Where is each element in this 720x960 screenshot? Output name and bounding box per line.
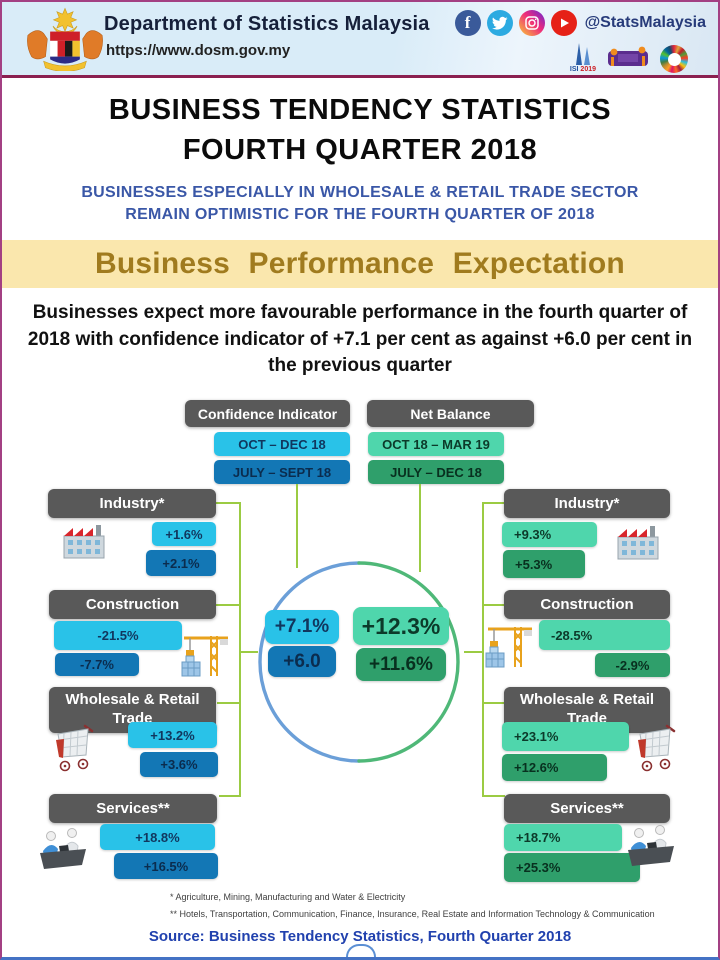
facebook-icon[interactable]: f: [454, 10, 481, 36]
isi-year: 2019: [580, 66, 596, 73]
diagram: Confidence Indicator Net Balance OCT – D…: [2, 392, 718, 888]
page-subtitle: BUSINESSES ESPECIALLY IN WHOLESALE & RET…: [2, 182, 718, 225]
cart-icon: [56, 724, 94, 772]
bar-ci-construction-current: -21.5%: [54, 621, 182, 650]
connector-line: [296, 484, 298, 568]
footnote-industry: * Agriculture, Mining, Manufacturing and…: [170, 892, 406, 902]
bar-nb-wholesale-previous: +12.6%: [502, 754, 607, 781]
connector-line: [215, 604, 240, 606]
census-logo: [608, 46, 648, 66]
connector-line: [482, 502, 505, 504]
partner-logos: ISI 2019: [570, 42, 688, 73]
title-line-2: FOURTH QUARTER 2018: [182, 134, 538, 167]
cart-icon: [638, 724, 676, 772]
center-circle: [258, 561, 460, 763]
right-construction-header: Construction: [504, 590, 670, 619]
bar-ci-construction-previous: -7.7%: [55, 653, 139, 676]
connector-line: [239, 502, 241, 797]
org-name: Department of Statistics Malaysia: [104, 13, 430, 35]
overall-nb-current: +12.3%: [353, 607, 449, 645]
connector-line: [482, 502, 484, 797]
overall-ci-previous: +6.0: [268, 646, 336, 677]
org-url-link[interactable]: https://www.dosm.gov.my: [106, 42, 291, 59]
bar-ci-industry-previous: +2.1%: [146, 550, 216, 576]
legend-ci-previous-period: JULY – SEPT 18: [214, 460, 350, 484]
right-industry-header: Industry*: [504, 489, 670, 518]
overall-ci-current: +7.1%: [265, 610, 339, 644]
lead-paragraph: Businesses expect more favourable perfor…: [27, 302, 693, 377]
isi-text: ISI: [569, 66, 579, 73]
bottom-arc-decoration: [346, 944, 376, 957]
twitter-icon[interactable]: [486, 10, 513, 36]
bar-ci-services-current: +18.8%: [100, 824, 215, 850]
legend-ci-current-period: OCT – DEC 18: [214, 432, 350, 456]
malaysia-crest-icon: [27, 7, 103, 71]
footnote-services: ** Hotels, Transportation, Communication…: [170, 909, 655, 920]
page-header: Department of Statistics Malaysia https:…: [2, 2, 718, 78]
section-banner: Business Performance Expectation: [2, 240, 718, 288]
connector-line: [419, 484, 421, 572]
social-handle[interactable]: @StatsMalaysia: [584, 14, 706, 31]
source-line: Source: Business Tendency Statistics, Fo…: [148, 928, 572, 945]
subtitle-line-1: BUSINESSES ESPECIALLY IN WHOLESALE & RET…: [81, 184, 639, 201]
bar-ci-wholesale-current: +13.2%: [128, 722, 217, 748]
isi-2019-logo: ISI 2019: [570, 42, 596, 73]
social-bar: f @StatsMalaysia: [454, 10, 706, 36]
connector-line: [219, 795, 240, 797]
bar-ci-industry-current: +1.6%: [152, 522, 216, 546]
connector-line: [217, 702, 240, 704]
connector-line: [482, 702, 505, 704]
bar-nb-construction-previous: -2.9%: [595, 653, 670, 677]
left-services-header: Services**: [49, 794, 217, 823]
connector-line: [464, 651, 482, 653]
connector-line: [482, 795, 505, 797]
youtube-icon[interactable]: [550, 10, 577, 36]
connector-line: [482, 604, 505, 606]
title-line-1: BUSINESS TENDENCY STATISTICS: [108, 94, 612, 126]
instagram-icon[interactable]: [518, 10, 545, 36]
legend-net-balance: Net Balance: [367, 400, 534, 427]
factory-icon: [617, 526, 659, 560]
bar-ci-services-previous: +16.5%: [114, 853, 218, 879]
workers-icon: [40, 828, 86, 869]
connector-line: [215, 502, 240, 504]
sdg-wheel-logo: [660, 45, 688, 73]
footnotes: * Agriculture, Mining, Manufacturing and…: [170, 889, 655, 923]
left-construction-header: Construction: [49, 590, 216, 619]
crane-icon: [181, 636, 228, 677]
legend-confidence-indicator: Confidence Indicator: [185, 400, 350, 427]
workers-icon: [628, 825, 674, 866]
crane-icon: [485, 627, 532, 668]
connector-line: [240, 651, 258, 653]
subtitle-line-2: REMAIN OPTIMISTIC FOR THE FOURTH QUARTER…: [125, 205, 595, 223]
bar-nb-services-previous: +25.3%: [504, 853, 640, 882]
bar-nb-wholesale-current: +23.1%: [502, 722, 629, 751]
left-industry-header: Industry*: [48, 489, 216, 518]
bar-ci-wholesale-previous: +3.6%: [140, 752, 218, 777]
bar-nb-industry-current: +9.3%: [502, 522, 597, 547]
right-services-header: Services**: [504, 794, 670, 823]
page-title: BUSINESS TENDENCY STATISTICS FOURTH QUAR…: [2, 90, 718, 170]
bar-nb-services-current: +18.7%: [504, 824, 622, 851]
legend-nb-current-period: OCT 18 – MAR 19: [368, 432, 504, 456]
bar-nb-industry-previous: +5.3%: [503, 550, 585, 578]
factory-icon: [63, 525, 105, 559]
overall-nb-previous: +11.6%: [356, 648, 446, 681]
facebook-letter: f: [464, 13, 471, 32]
legend-nb-previous-period: JULY – DEC 18: [368, 460, 504, 484]
bar-nb-construction-current: -28.5%: [539, 620, 670, 650]
